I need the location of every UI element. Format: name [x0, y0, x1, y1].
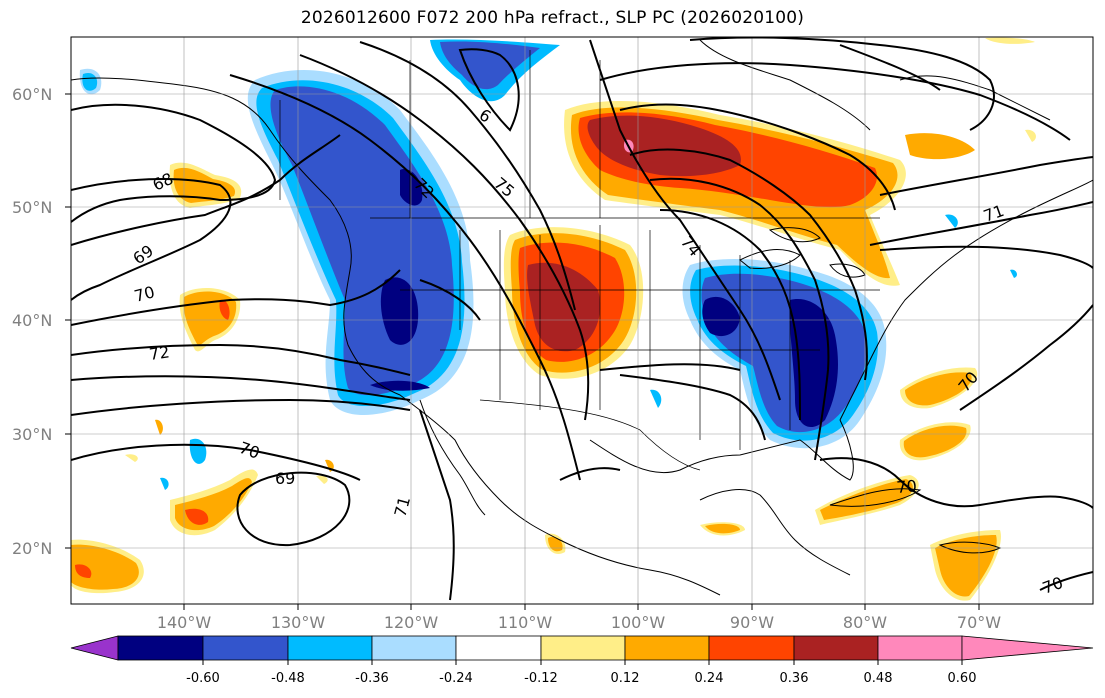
lat-label: 30°N — [12, 425, 52, 444]
colorbar-segment — [455, 635, 542, 661]
colorbar-segment — [793, 635, 879, 661]
contour-label: 72 — [148, 342, 171, 364]
lon-label: 120°W — [384, 613, 439, 632]
colorbar-label: 0.12 — [611, 671, 640, 686]
lat-label: 60°N — [12, 85, 52, 104]
colorbar-segment — [961, 635, 1094, 661]
colorbar-label: -0.48 — [271, 671, 305, 686]
graticule — [71, 37, 1093, 604]
colorbar-label: 0.48 — [864, 671, 893, 686]
lat-label: 20°N — [12, 539, 52, 558]
colorbar-ticks — [202, 660, 963, 665]
colorbar-segment — [371, 635, 457, 661]
colorbar-labels: -0.60 -0.48 -0.36 -0.24 -0.12 0.12 0.24 … — [186, 671, 976, 686]
lat-label: 40°N — [12, 311, 52, 330]
colorbar-segment — [202, 635, 289, 661]
colorbar-label: -0.24 — [439, 671, 473, 686]
colorbar-label: -0.12 — [524, 671, 558, 686]
colorbar-segment — [624, 635, 710, 661]
colorbar-label: 0.36 — [780, 671, 809, 686]
lon-label: 100°W — [611, 613, 666, 632]
lon-label: 140°W — [157, 613, 212, 632]
colorbar-label: 0.60 — [948, 671, 977, 686]
colorbar-segment — [540, 635, 626, 661]
axis-ticks — [65, 93, 980, 610]
slp-contours — [71, 37, 1093, 601]
colorbar-segment — [287, 635, 373, 661]
contour-label: 70 — [132, 282, 157, 306]
colorbar-label: 0.24 — [695, 671, 724, 686]
lon-label: 130°W — [271, 613, 326, 632]
latitude-labels: 60°N 50°N 40°N 30°N 20°N — [12, 85, 52, 558]
political-borders — [279, 50, 880, 471]
colorbar-segment — [708, 635, 795, 661]
colorbar-segment — [877, 635, 963, 661]
colorbar-label: -0.36 — [355, 671, 389, 686]
colorbar-segment — [70, 635, 119, 661]
map-title: 2026012600 F072 200 hPa refract., SLP PC… — [300, 8, 805, 28]
contour-label: 71 — [391, 494, 415, 519]
contour-label: 70 — [896, 476, 918, 497]
lon-label: 80°W — [843, 613, 887, 632]
lon-label: 90°W — [730, 613, 774, 632]
lon-label: 70°W — [957, 613, 1001, 632]
longitude-labels: 140°W 130°W 120°W 110°W 100°W 90°W 80°W … — [157, 613, 1001, 632]
colorbar — [70, 635, 1094, 661]
colorbar-segment — [117, 635, 204, 661]
lat-label: 50°N — [12, 198, 52, 217]
lon-label: 110°W — [498, 613, 553, 632]
contour-label: 69 — [275, 469, 295, 488]
colorbar-label: -0.60 — [186, 671, 220, 686]
